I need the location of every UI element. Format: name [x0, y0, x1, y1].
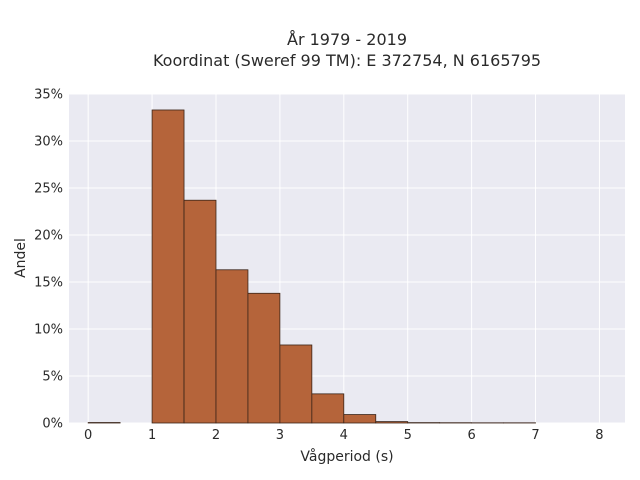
histogram-bar: [375, 421, 409, 424]
x-tick-label: 5: [404, 428, 412, 443]
y-tick-label: 5%: [42, 370, 63, 385]
x-tick-label: 3: [276, 428, 284, 443]
histogram-bar: [151, 109, 185, 424]
x-tick-label: 4: [340, 428, 348, 443]
y-axis-ticks: 0% 5% 10% 15% 20% 25% 30% 35%: [34, 88, 63, 432]
x-tick-label: 2: [212, 428, 220, 443]
chart-subtitle: Koordinat (Sweref 99 TM): E 372754, N 61…: [153, 51, 541, 70]
y-tick-label: 35%: [34, 88, 63, 103]
histogram-bar: [311, 393, 345, 424]
y-tick-label: 15%: [34, 276, 63, 291]
y-axis-label: Andel: [13, 238, 29, 278]
x-axis-label: Vågperiod (s): [300, 448, 393, 465]
x-axis-ticks: 0 1 2 3 4 5 6 7 8: [84, 428, 604, 443]
bars-group: [87, 109, 536, 424]
histogram-bar: [247, 292, 281, 424]
x-tick-label: 8: [595, 428, 603, 443]
histogram-bar: [215, 269, 249, 424]
x-tick-label: 7: [531, 428, 539, 443]
x-tick-label: 0: [84, 428, 92, 443]
histogram-bar: [279, 344, 313, 424]
y-tick-label: 10%: [34, 323, 63, 338]
chart-title: År 1979 - 2019: [287, 30, 407, 49]
x-tick-label: 1: [148, 428, 156, 443]
y-tick-label: 25%: [34, 182, 63, 197]
histogram-bar: [183, 199, 217, 424]
histogram-bar: [343, 414, 377, 424]
y-tick-label: 30%: [34, 135, 63, 150]
y-tick-label: 0%: [42, 417, 63, 432]
y-tick-label: 20%: [34, 229, 63, 244]
x-tick-label: 6: [467, 428, 475, 443]
